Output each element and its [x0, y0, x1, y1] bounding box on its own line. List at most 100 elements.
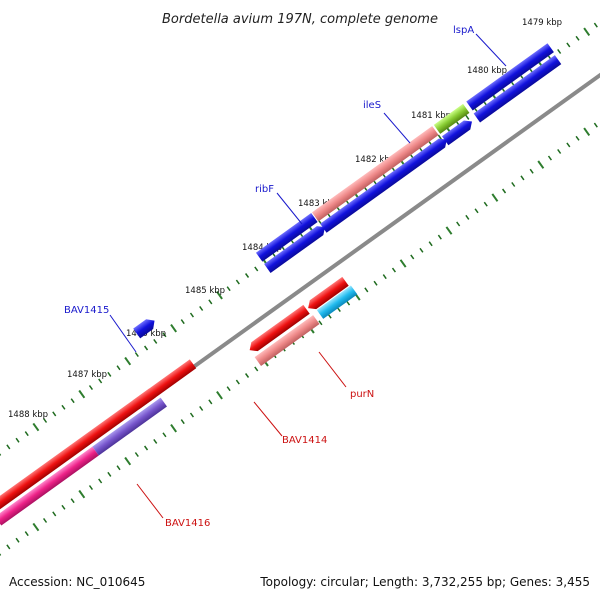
scale-tick-inner — [88, 485, 94, 491]
label-purN[interactable]: purN — [350, 389, 374, 400]
leader-ribF — [276, 192, 303, 225]
scale-tick-inner — [189, 412, 195, 418]
label-BAV1414[interactable]: BAV1414 — [282, 435, 327, 446]
gene-BAV1415-arrow[interactable] — [133, 316, 158, 339]
scale-tick-inner — [24, 531, 29, 537]
scale-tick-outer — [566, 42, 571, 48]
gene-ileS-feature[interactable] — [311, 126, 439, 222]
gene-lspA-inner[interactable] — [473, 55, 562, 123]
scale-tick-inner — [52, 511, 57, 517]
scale-tick-inner — [445, 226, 453, 235]
scale-tick-inner — [124, 456, 132, 466]
label-ileS[interactable]: ileS — [363, 100, 381, 111]
label-BAV1415[interactable]: BAV1415 — [64, 305, 109, 316]
label-ribF[interactable]: ribF — [255, 184, 274, 195]
gene-feature-green[interactable] — [433, 103, 470, 134]
kbp-label-1487: 1487 kbp — [67, 370, 107, 380]
scale-tick-outer — [162, 332, 167, 338]
scale-tick-inner — [566, 142, 571, 148]
gene-BAV1414-red[interactable] — [246, 304, 310, 355]
scale-tick-outer — [98, 378, 103, 384]
gene-feature-blue-arrow[interactable] — [441, 117, 475, 146]
scale-tick-inner — [547, 155, 553, 161]
scale-tick-inner — [180, 419, 185, 425]
scale-tick-inner — [61, 504, 66, 510]
scale-tick-inner — [42, 517, 48, 523]
feature-tracks — [0, 43, 562, 526]
scale-tick-inner — [70, 498, 75, 504]
scale-tick-outer — [78, 389, 86, 399]
scale-tick-inner — [511, 181, 516, 187]
scale-tick-outer — [42, 417, 48, 423]
label-lspA[interactable]: lspA — [453, 25, 474, 36]
scale-tick-outer — [70, 398, 75, 404]
scale-tick-inner — [226, 386, 231, 392]
gene-purN-cyan[interactable] — [316, 285, 358, 319]
scale-ticks-outer — [0, 22, 598, 456]
label-BAV1416[interactable]: BAV1416 — [165, 518, 210, 529]
kbp-label-1484: 1484 kbp — [242, 243, 282, 253]
leader-lspA — [475, 33, 507, 67]
scale-tick-outer — [199, 305, 204, 311]
gene-BAV1416-red-lower[interactable] — [0, 388, 156, 515]
scale-tick-inner — [391, 267, 397, 273]
kbp-label-1479: 1479 kbp — [522, 18, 562, 28]
scale-tick-inner — [32, 522, 40, 532]
accession-text: Accession: NC_010645 — [9, 575, 145, 589]
scale-tick-outer — [583, 27, 591, 36]
scale-tick-outer — [208, 299, 213, 305]
gene-BAV1416-purple[interactable] — [92, 397, 167, 456]
scale-tick-outer — [134, 352, 139, 358]
leader-purN — [318, 351, 347, 388]
scale-tick-inner — [216, 391, 223, 400]
leader-BAV1416 — [136, 483, 164, 519]
scale-tick-inner — [78, 489, 86, 499]
scale-tick-inner — [437, 234, 442, 240]
scale-tick-outer — [124, 356, 132, 366]
scale-tick-inner — [501, 188, 507, 194]
scale-tick-outer — [32, 422, 40, 432]
scale-tick-inner — [428, 241, 433, 247]
scale-tick-inner — [491, 193, 499, 202]
map-title: Bordetella avium 197N, complete genome — [162, 12, 438, 27]
kbp-label-1482: 1482 kbp — [355, 155, 395, 165]
scale-tick-outer — [116, 365, 121, 371]
scale-ticks-inner — [0, 122, 598, 556]
scale-tick-inner — [15, 537, 20, 543]
scale-tick-inner — [0, 553, 2, 556]
scale-tick-inner — [134, 452, 139, 458]
scale-tick-inner — [529, 168, 534, 174]
scale-tick-outer — [593, 22, 598, 28]
scale-tick-inner — [373, 280, 378, 286]
gene-ribF-inner[interactable] — [264, 223, 328, 273]
leader-BAV1414 — [253, 401, 283, 437]
scale-tick-inner — [537, 160, 545, 169]
kbp-label-1480: 1480 kbp — [467, 66, 507, 76]
scale-tick-inner — [153, 438, 158, 444]
gene-lspA-arrow[interactable] — [466, 43, 554, 111]
gene-BAV1414-salmon[interactable] — [254, 315, 320, 367]
scale-tick-inner — [483, 201, 488, 207]
scale-tick-outer — [153, 338, 158, 344]
scale-tick-inner — [116, 465, 121, 471]
scale-tick-inner — [208, 399, 213, 405]
scale-tick-outer — [143, 345, 149, 351]
gene-BAV1416-magenta[interactable] — [0, 446, 99, 526]
scale-tick-inner — [419, 247, 424, 253]
scale-tick-outer — [254, 266, 259, 272]
gene-ribF-arrow[interactable] — [255, 213, 318, 262]
leader-BAV1415 — [109, 314, 137, 353]
scale-tick-outer — [575, 35, 580, 41]
scale-tick-outer — [235, 279, 240, 285]
scale-tick-inner — [474, 208, 479, 214]
scale-tick-outer — [557, 48, 562, 54]
gene-purN-arrow[interactable] — [305, 276, 349, 313]
scale-tick-inner — [575, 135, 580, 141]
scale-tick-inner — [254, 366, 259, 372]
scale-tick-inner — [143, 445, 149, 451]
scale-tick-outer — [88, 385, 94, 391]
scale-tick-outer — [226, 286, 231, 292]
genome-backbone — [0, 72, 600, 509]
gene-ileS-inner[interactable] — [320, 135, 450, 233]
